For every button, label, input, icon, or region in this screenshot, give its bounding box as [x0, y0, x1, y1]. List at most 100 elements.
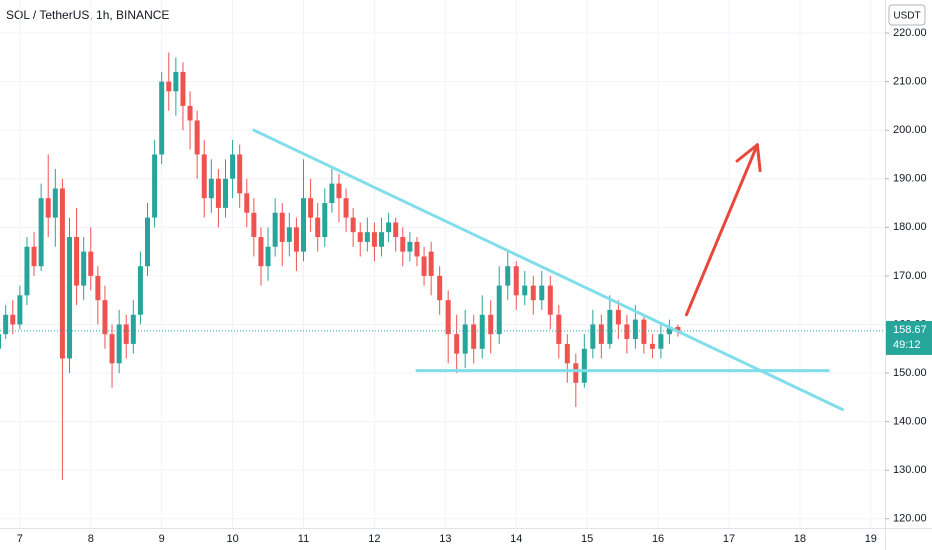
x-tick-label: 8: [88, 533, 94, 545]
candle-body: [59, 188, 65, 359]
candle-body: [95, 275, 101, 301]
candle-body: [258, 237, 264, 267]
candle-body: [45, 198, 51, 218]
chart-title: SOL / TetherUS, 1h, BINANCE: [6, 8, 169, 22]
candle-body: [641, 319, 647, 344]
candle-body: [675, 326, 681, 331]
candle-body: [194, 120, 200, 155]
candle-body: [658, 334, 664, 349]
candle-body: [462, 324, 468, 354]
last-price-label: 158.67: [893, 324, 927, 336]
x-tick-label: 18: [794, 533, 806, 545]
x-tick-label: 15: [581, 533, 593, 545]
candle-body: [564, 343, 570, 364]
candles: [0, 52, 681, 480]
candle-body: [74, 237, 80, 286]
candle-body: [272, 212, 278, 247]
candle-body: [322, 203, 328, 238]
candle-body: [615, 309, 621, 325]
candle-body: [364, 232, 370, 242]
candle-body: [66, 237, 72, 359]
candle-body: [137, 266, 143, 315]
y-tick-label: 150.00: [893, 367, 927, 379]
candle-body: [336, 183, 342, 199]
candle-body: [152, 154, 158, 218]
candle-body: [581, 348, 587, 383]
candle-body: [109, 334, 115, 364]
candle-body: [81, 251, 87, 286]
currency-box[interactable]: [888, 4, 926, 26]
x-tick-label: 17: [723, 533, 735, 545]
candle-body: [159, 81, 165, 155]
candle-body: [215, 178, 221, 208]
candle-body: [547, 285, 553, 315]
candle-body: [437, 275, 443, 301]
candle-body: [421, 256, 427, 276]
candle-body: [573, 363, 579, 383]
candle-body: [407, 241, 413, 252]
candle-body: [244, 193, 250, 213]
candle-body: [201, 154, 207, 199]
candle-body: [237, 154, 243, 194]
candle-body: [88, 251, 94, 276]
candle-body: [3, 314, 9, 335]
candle-body: [102, 300, 108, 335]
candle-body: [530, 285, 536, 301]
candle-body: [251, 212, 257, 238]
x-tick-label: 14: [510, 533, 522, 545]
candle-body: [10, 314, 16, 325]
candle-body: [624, 324, 630, 340]
currency-label[interactable]: USDT: [893, 11, 920, 22]
arrow-head: [755, 143, 762, 173]
y-tick-label: 210.00: [893, 76, 927, 88]
candle-body: [488, 314, 494, 335]
x-tick-label: 10: [226, 533, 238, 545]
candle-body: [329, 183, 335, 204]
y-tick-label: 200.00: [893, 124, 927, 136]
candle-body: [145, 217, 150, 267]
x-tick-label: 13: [439, 533, 451, 545]
candle-body: [513, 266, 519, 296]
candle-body: [371, 232, 377, 247]
candle-body: [590, 324, 596, 349]
candle-body: [130, 314, 136, 344]
candle-body: [598, 324, 604, 344]
candle-body: [31, 246, 37, 267]
arrow-head: [735, 143, 759, 163]
y-tick-label: 170.00: [893, 270, 927, 282]
candle-body: [454, 334, 460, 354]
candle-body: [17, 295, 23, 325]
candle-body: [556, 314, 562, 344]
last-price-box: [886, 320, 932, 355]
y-tick-label: 190.00: [893, 173, 927, 185]
candle-body: [187, 105, 193, 121]
candle-body: [38, 198, 44, 267]
candle-body: [293, 227, 299, 252]
candle-body: [386, 222, 392, 233]
candle-body: [116, 324, 122, 364]
x-tick-label: 12: [368, 533, 380, 545]
candle-body: [123, 324, 129, 344]
candle-body: [350, 217, 356, 233]
candle-body: [208, 178, 214, 199]
candle-body: [0, 334, 2, 349]
candle-body: [414, 241, 420, 257]
candle-body: [301, 198, 307, 252]
candle-body: [445, 300, 451, 335]
candle-body: [52, 188, 58, 218]
candle-body: [505, 266, 511, 286]
candle-body: [522, 285, 528, 296]
x-tick-label: 11: [298, 533, 309, 545]
candle-body: [393, 222, 399, 238]
candle-body: [343, 198, 349, 218]
candle-body: [180, 71, 186, 106]
x-tick-label: 7: [17, 533, 23, 545]
y-tick-label: 120.00: [893, 513, 927, 525]
y-tick-label: 220.00: [893, 27, 927, 39]
candle-body: [166, 81, 172, 92]
candle-body: [471, 324, 477, 349]
y-tick-label: 180.00: [893, 221, 927, 233]
countdown-label: 49:12: [893, 339, 921, 351]
